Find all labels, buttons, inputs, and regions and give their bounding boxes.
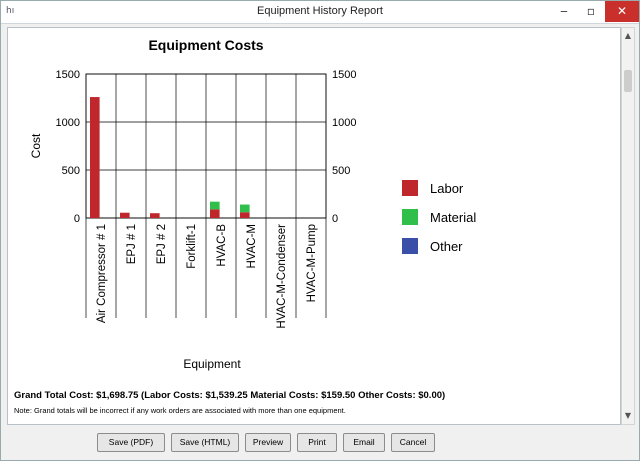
report-content: Equipment Costs 0 0 500 500 1000 1000 1500 1500 C… [7,27,621,425]
close-button[interactable]: ✕ [605,1,639,22]
y2-tick-label: 500 [332,165,350,177]
app-icon: hı [6,6,15,16]
legend-swatch-other [402,238,418,254]
scroll-thumb[interactable] [624,70,632,92]
minimize-button[interactable]: ‒ [560,4,568,18]
x-tick-label: EPJ # 2 [156,224,168,264]
scroll-down-icon[interactable]: ▼ [624,411,632,420]
bar-labor [210,209,220,218]
cancel-button[interactable]: Cancel [391,433,435,452]
maximize-button[interactable]: ▫ [586,4,596,18]
bar-labor [150,213,160,218]
legend-label-other: Other [430,239,463,254]
save-pdf-button[interactable]: Save (PDF) [97,433,165,452]
equipment-costs-chart: Equipment Costs 0 0 500 500 1000 1000 1500 1500 C… [29,37,476,371]
x-tick-label: Air Compressor # 1 [96,224,108,323]
y-tick-label: 1500 [56,69,80,81]
vertical-scrollbar[interactable]: ▲ ▼ [621,27,635,425]
x-axis-label: Equipment [183,357,241,371]
grand-total-note: Note: Grand totals will be incorrect if … [14,406,346,415]
window-title: Equipment History Report [257,5,383,17]
y2-tick-label: 1500 [332,69,356,81]
bar-labor [120,212,130,218]
email-button[interactable]: Email [343,433,385,452]
chart-title: Equipment Costs [148,37,263,53]
bar-labor [240,212,250,218]
save-html-button[interactable]: Save (HTML) [171,433,239,452]
button-bar: Save (PDF) Save (HTML) Preview Print Ema… [1,433,640,455]
y-tick-label: 500 [62,165,80,177]
x-tick-label: HVAC-B [216,224,228,267]
bar-material [210,201,220,210]
legend-label-material: Material [430,210,476,225]
x-tick-label: EPJ # 1 [126,224,138,264]
y-tick-label: 1000 [56,117,80,129]
preview-button[interactable]: Preview [245,433,291,452]
y-axis-label: Cost [29,133,43,158]
x-tick-label: HVAC-M [246,224,258,269]
legend-label-labor: Labor [430,181,464,196]
x-tick-label: HVAC-M-Pump [306,224,318,302]
scroll-up-icon[interactable]: ▲ [624,31,632,40]
print-button[interactable]: Print [297,433,337,452]
bar-material [240,204,250,213]
bar-labor [90,97,100,218]
legend-swatch-labor [402,180,418,196]
y-tick-label: 0 [74,213,80,225]
x-tick-label: Forklift-1 [186,224,198,269]
legend-swatch-material [402,209,418,225]
y2-tick-label: 1000 [332,117,356,129]
grand-total-text: Grand Total Cost: $1,698.75 (Labor Costs… [14,390,446,401]
y2-tick-label: 0 [332,213,338,225]
x-tick-label: HVAC-M-Condenser [276,224,288,329]
title-bar[interactable]: hı Equipment History Report ‒ ▫ ✕ [1,1,639,24]
